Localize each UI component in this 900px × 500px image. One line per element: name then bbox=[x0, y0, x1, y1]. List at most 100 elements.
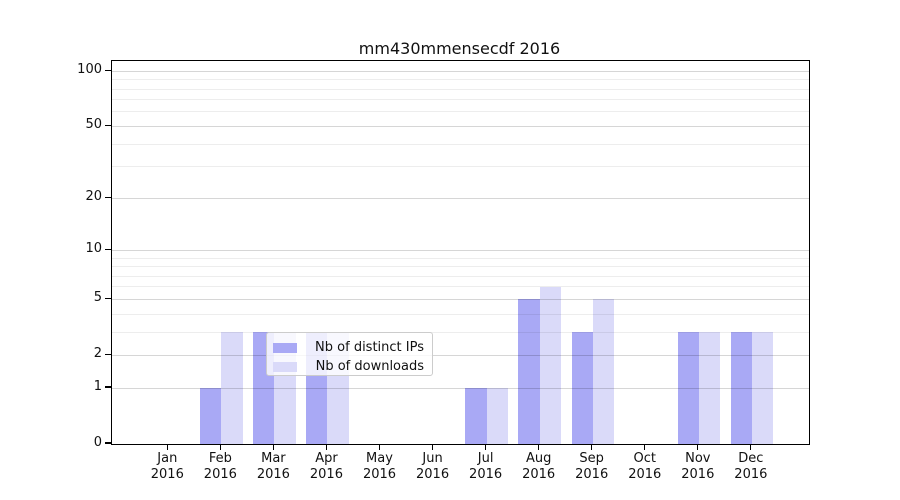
x-tick-month: Nov bbox=[685, 451, 711, 466]
x-tick-month: Aug bbox=[525, 451, 552, 466]
y-tick-mark-2 bbox=[105, 353, 111, 355]
legend-row: Nb of distinct IPs bbox=[273, 338, 424, 357]
x-tick-month: Jul bbox=[477, 451, 494, 466]
y-tick-label-100: 100 bbox=[77, 62, 102, 78]
y-tick-label-2: 2 bbox=[93, 346, 102, 362]
x-tick-year: 2016 bbox=[362, 467, 397, 482]
x-tick-label-feb-2016: Feb 2016 bbox=[188, 451, 252, 483]
x-tick-label-jan-2016: Jan 2016 bbox=[135, 451, 199, 483]
gridline-minor-60 bbox=[112, 111, 809, 113]
x-tick-mark-mar-2016 bbox=[272, 444, 274, 450]
bar-nb-of-downloads-sep-2016 bbox=[592, 299, 614, 444]
y-tick-mark-100 bbox=[105, 69, 111, 71]
x-tick-year: 2016 bbox=[150, 467, 184, 482]
x-tick-year: 2016 bbox=[309, 467, 343, 482]
bar-nb-of-distinct-ips-sep-2016 bbox=[571, 332, 593, 444]
gridline-minor-40 bbox=[112, 143, 809, 145]
x-tick-mark-dec-2016 bbox=[750, 444, 752, 450]
x-tick-mark-nov-2016 bbox=[697, 444, 699, 450]
x-tick-label-mar-2016: Mar 2016 bbox=[241, 451, 305, 483]
x-tick-year: 2016 bbox=[416, 467, 450, 482]
gridline-major-20 bbox=[112, 197, 809, 199]
bar-nb-of-distinct-ips-dec-2016 bbox=[730, 332, 752, 444]
x-tick-label-oct-2016: Oct 2016 bbox=[613, 451, 677, 483]
x-tick-month: May bbox=[366, 451, 393, 466]
bar-nb-of-distinct-ips-nov-2016 bbox=[677, 332, 699, 444]
y-tick-label-10: 10 bbox=[85, 241, 102, 257]
legend-row: Nb of downloads bbox=[273, 357, 424, 376]
gridline-major-2 bbox=[112, 354, 809, 356]
bar-nb-of-distinct-ips-aug-2016 bbox=[518, 299, 540, 444]
y-tick-label-5: 5 bbox=[93, 290, 102, 306]
x-tick-mark-feb-2016 bbox=[219, 444, 221, 450]
x-tick-label-sep-2016: Sep 2016 bbox=[560, 451, 624, 483]
y-tick-mark-50 bbox=[105, 124, 111, 127]
x-tick-mark-oct-2016 bbox=[644, 444, 646, 450]
x-tick-label-aug-2016: Aug 2016 bbox=[507, 451, 571, 483]
y-tick-mark-20 bbox=[105, 196, 111, 198]
x-tick-month: Dec bbox=[738, 451, 764, 466]
y-tick-label-1: 1 bbox=[93, 379, 102, 395]
x-tick-month: Mar bbox=[261, 451, 286, 466]
gridline-minor-70 bbox=[112, 99, 809, 101]
legend: Nb of distinct IPs Nb of downloads bbox=[266, 332, 433, 376]
x-tick-label-apr-2016: Apr 2016 bbox=[294, 451, 358, 483]
y-tick-mark-0 bbox=[105, 442, 111, 444]
x-tick-mark-jun-2016 bbox=[431, 444, 434, 450]
gridline-minor-3 bbox=[112, 331, 809, 333]
gridline-major-50 bbox=[112, 125, 809, 127]
legend-label-downloads: Nb of downloads bbox=[315, 359, 424, 374]
x-tick-month: Jan bbox=[157, 451, 178, 466]
bar-nb-of-distinct-ips-feb-2016 bbox=[200, 388, 222, 444]
bar-nb-of-downloads-jul-2016 bbox=[486, 388, 508, 444]
x-tick-mark-may-2016 bbox=[378, 444, 381, 450]
gridline-minor-80 bbox=[112, 88, 809, 90]
bar-nb-of-downloads-feb-2016 bbox=[221, 332, 243, 444]
gridline-minor-4 bbox=[112, 313, 809, 315]
gridline-minor-30 bbox=[112, 166, 809, 168]
y-tick-mark-1 bbox=[105, 386, 111, 388]
x-tick-year: 2016 bbox=[469, 467, 503, 482]
x-tick-label-dec-2016: Dec 2016 bbox=[719, 451, 783, 483]
gridline-minor-8 bbox=[112, 266, 809, 268]
x-tick-year: 2016 bbox=[522, 467, 556, 482]
x-tick-year: 2016 bbox=[681, 467, 715, 482]
gridline-major-5 bbox=[112, 298, 809, 300]
x-tick-mark-jul-2016 bbox=[485, 444, 487, 450]
bar-nb-of-downloads-nov-2016 bbox=[698, 332, 720, 444]
x-tick-label-may-2016: May 2016 bbox=[348, 451, 412, 483]
x-tick-month: Sep bbox=[579, 451, 604, 466]
chart-title: mm430mmensecdf 2016 bbox=[358, 39, 561, 58]
y-tick-mark-10 bbox=[105, 248, 111, 250]
legend-label-distinct-ips: Nb of distinct IPs bbox=[315, 340, 424, 355]
gridline-minor-6 bbox=[112, 286, 809, 288]
x-tick-year: 2016 bbox=[203, 467, 237, 482]
x-tick-mark-apr-2016 bbox=[325, 444, 328, 450]
bar-nb-of-downloads-aug-2016 bbox=[539, 286, 561, 444]
x-tick-month: Jun bbox=[422, 451, 443, 466]
x-tick-month: Apr bbox=[315, 451, 338, 466]
x-tick-year: 2016 bbox=[575, 467, 609, 482]
legend-swatch-distinct-ips bbox=[273, 342, 297, 353]
gridline-minor-7 bbox=[112, 275, 809, 277]
gridline-minor-9 bbox=[112, 257, 809, 259]
bar-nb-of-distinct-ips-jul-2016 bbox=[465, 388, 487, 444]
y-tick-mark-5 bbox=[105, 297, 111, 299]
y-tick-label-50: 50 bbox=[85, 117, 102, 133]
x-tick-mark-jan-2016 bbox=[166, 444, 168, 450]
x-tick-label-nov-2016: Nov 2016 bbox=[666, 451, 730, 483]
gridline-major-10 bbox=[112, 249, 809, 251]
x-tick-year: 2016 bbox=[734, 467, 768, 482]
y-tick-label-0: 0 bbox=[93, 435, 102, 450]
x-tick-year: 2016 bbox=[628, 467, 662, 482]
x-tick-mark-sep-2016 bbox=[591, 444, 593, 450]
gridline-major-100 bbox=[112, 70, 809, 72]
gridline-minor-90 bbox=[112, 79, 809, 81]
x-tick-label-jul-2016: Jul 2016 bbox=[454, 451, 518, 483]
x-tick-label-jun-2016: Jun 2016 bbox=[401, 451, 465, 483]
plot-area bbox=[111, 60, 810, 445]
x-tick-year: 2016 bbox=[256, 467, 290, 482]
gridline-major-1 bbox=[112, 387, 809, 389]
x-tick-month: Feb bbox=[208, 451, 232, 466]
